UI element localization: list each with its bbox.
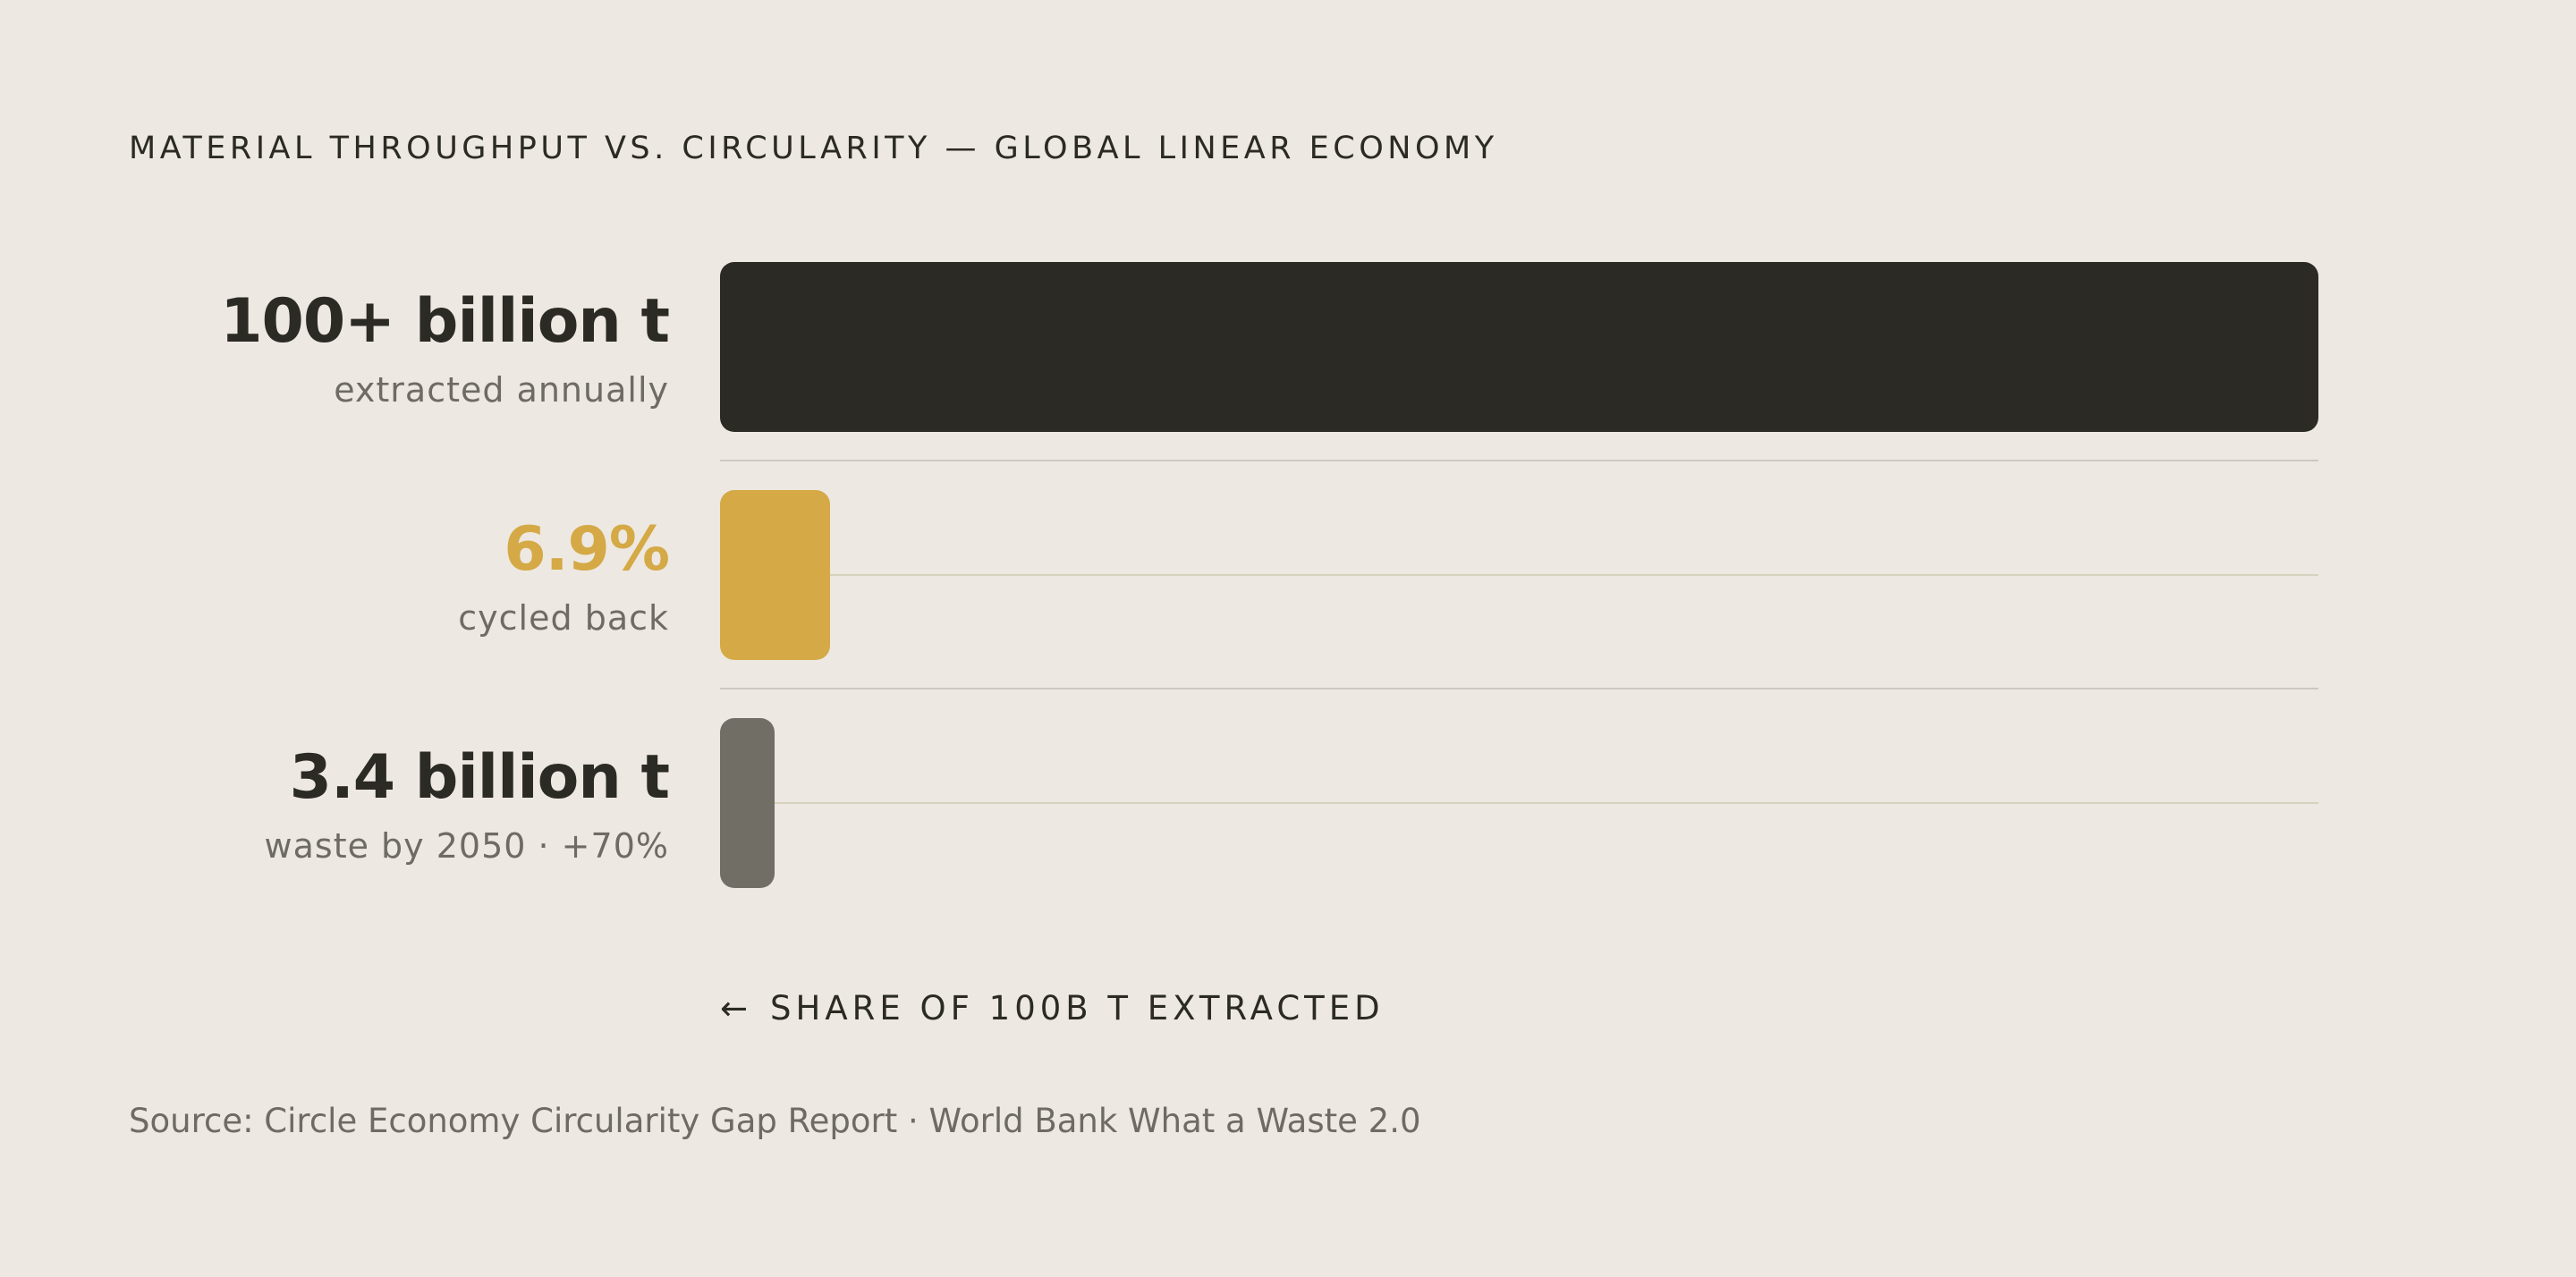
bar-row-waste: 3.4 billion t waste by 2050 · +70% (0, 716, 2576, 890)
arrow-left-icon: ← (720, 989, 753, 1028)
bar-track (720, 802, 2318, 804)
bar-row-extracted: 100+ billion t extracted annually (0, 260, 2576, 434)
bar-sub-label: cycled back (458, 598, 669, 638)
bar-waste (720, 718, 775, 888)
bar-value-label: 3.4 billion t (289, 742, 670, 813)
row-divider (720, 460, 2318, 461)
row-divider (720, 688, 2318, 689)
bar-sub-label: waste by 2050 · +70% (264, 826, 669, 866)
axis-note-label: SHARE OF 100B T EXTRACTED (770, 989, 1385, 1028)
row-label: 3.4 billion t waste by 2050 · +70% (264, 742, 670, 867)
axis-note: ← SHARE OF 100B T EXTRACTED (720, 989, 1385, 1028)
bar-value-label: 6.9% (504, 514, 670, 585)
chart-title: MATERIAL THROUGHPUT VS. CIRCULARITY — GL… (129, 131, 1498, 166)
bar-extracted (720, 262, 2318, 432)
bar-value-label: 100+ billion t (220, 286, 670, 357)
bar-sub-label: extracted annually (334, 370, 669, 410)
source-note: Source: Circle Economy Circularity Gap R… (129, 1102, 1421, 1140)
bar-row-cycled: 6.9% cycled back (0, 488, 2576, 662)
row-label: 6.9% cycled back (458, 514, 670, 638)
bar-cycled (720, 490, 831, 660)
bar-track (720, 574, 2318, 576)
row-label: 100+ billion t extracted annually (220, 286, 670, 410)
